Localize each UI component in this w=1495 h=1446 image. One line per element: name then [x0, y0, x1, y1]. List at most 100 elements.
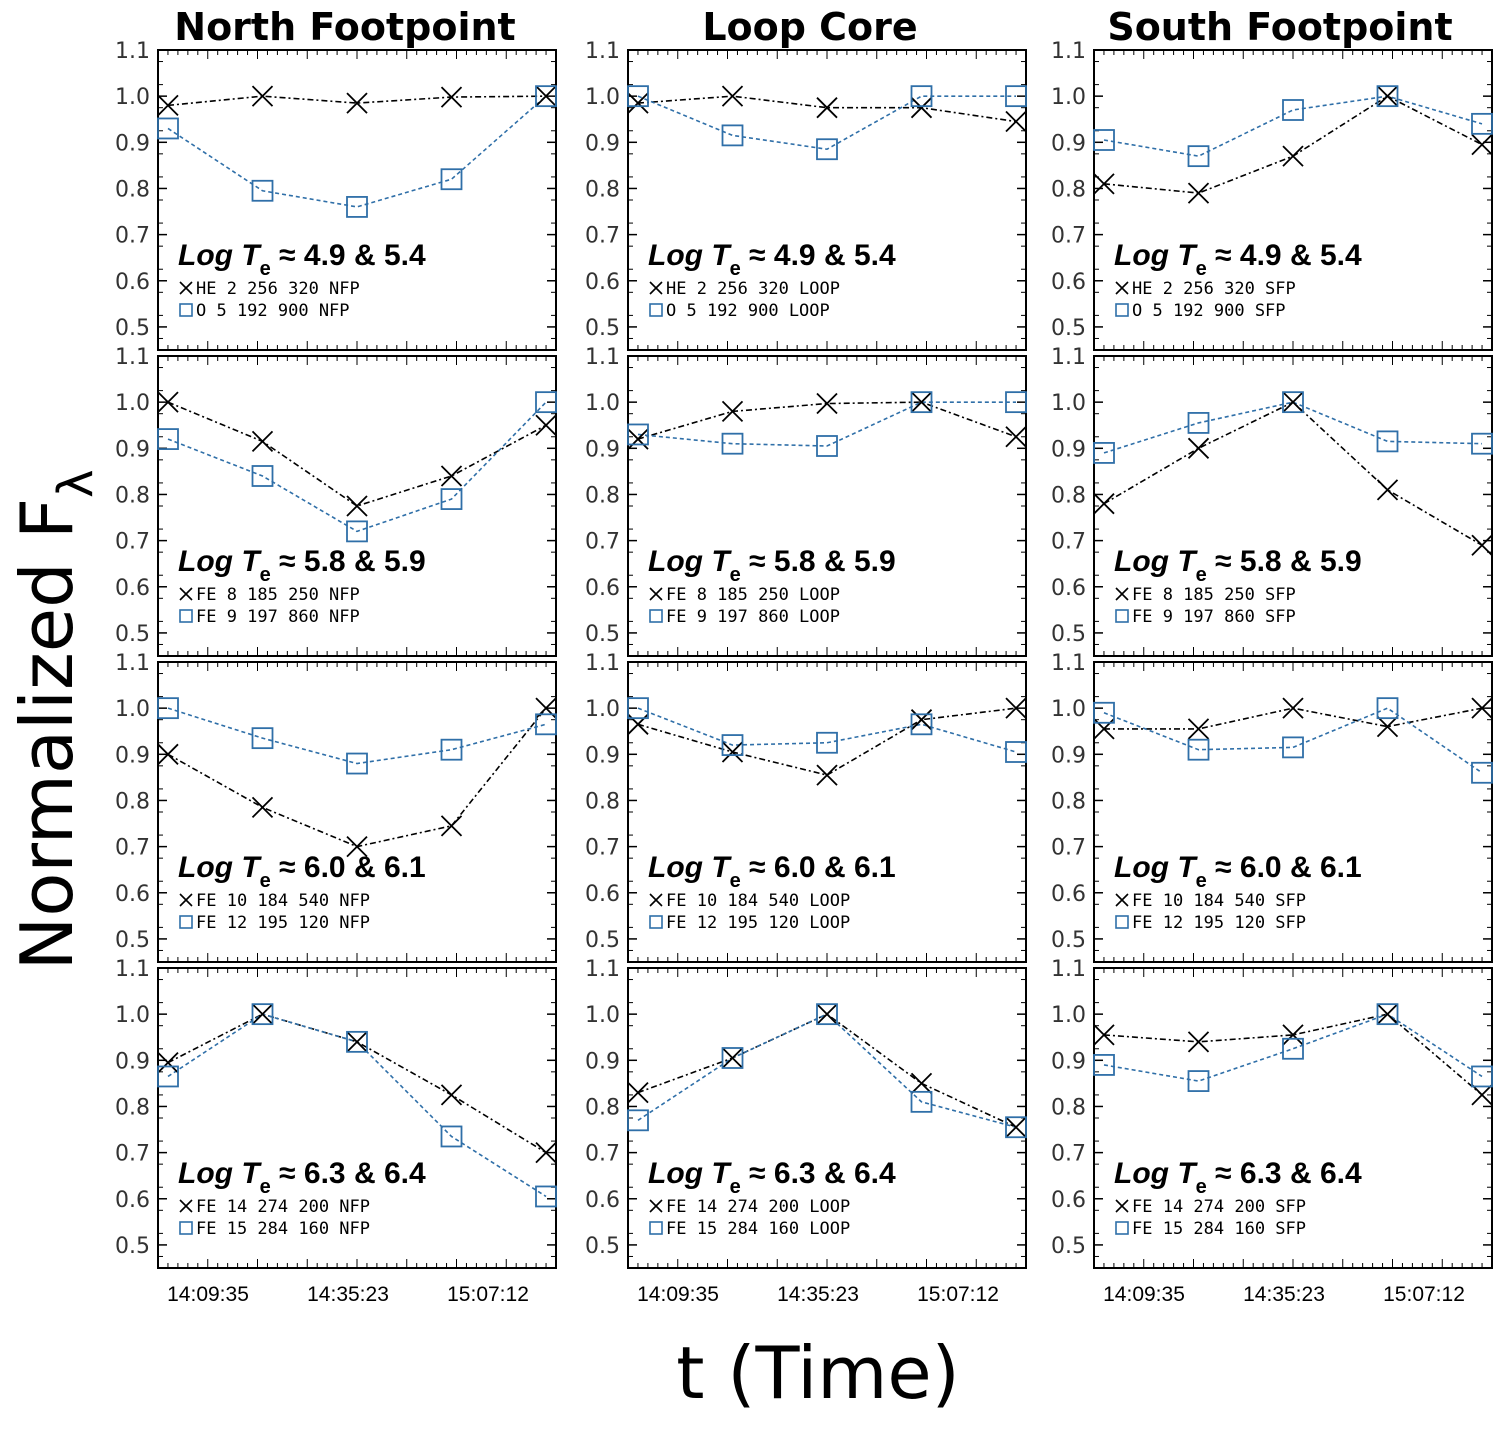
- temperature-label: Log Te ≈ 4.9 & 5.4: [648, 239, 896, 280]
- time-tick-label: 15:07:12: [1383, 1283, 1465, 1306]
- time-tick-label: 14:35:23: [1243, 1283, 1325, 1306]
- temperature-label: Log Te ≈ 4.9 & 5.4: [178, 239, 426, 280]
- y-tick-label: 0.6: [1051, 270, 1086, 295]
- legend-label: O 5 192 900 NFP: [196, 301, 350, 321]
- temperature-label: Log Te ≈ 5.8 & 5.9: [648, 545, 896, 586]
- data-point-x: [251, 85, 274, 107]
- data-point-x: [1187, 182, 1210, 204]
- series-line-black: [167, 401, 547, 507]
- legend-x-marker-icon: [649, 587, 663, 601]
- data-point-square: [1471, 1065, 1493, 1088]
- te-prefix: Log: [178, 239, 241, 272]
- y-tick-label: 0.5: [1051, 622, 1086, 647]
- y-tick-label: 0.6: [1051, 1188, 1086, 1213]
- data-point-square: [251, 179, 274, 202]
- temperature-label: Log Te ≈ 4.9 & 5.4: [1114, 239, 1362, 280]
- legend-label: FE 10 184 540 SFP: [1132, 891, 1306, 911]
- data-point-x: [1282, 697, 1304, 719]
- y-tick-label: 0.7: [115, 1142, 150, 1167]
- data-point-x: [1282, 391, 1304, 413]
- series-line-blue: [637, 401, 1016, 447]
- data-point-x: [721, 741, 744, 763]
- data-point-square: [1282, 736, 1304, 759]
- legend-label: FE 12 195 120 SFP: [1132, 913, 1306, 933]
- data-point-x: [157, 391, 179, 413]
- data-point-square: [1282, 99, 1304, 121]
- te-prefix: Log: [1114, 1157, 1177, 1190]
- y-tick-label: 1.1: [115, 39, 150, 64]
- data-point-square: [910, 85, 933, 108]
- y-tick-label: 0.7: [585, 1142, 620, 1167]
- data-point-square: [251, 465, 274, 487]
- data-point-square: [346, 196, 368, 218]
- te-prefix: Log: [178, 851, 241, 884]
- legend-label: HE 2 256 320 SFP: [1132, 279, 1296, 299]
- data-point-square: [1005, 391, 1027, 414]
- legend-x-marker-icon: [179, 587, 193, 601]
- y-tick-label: 0.8: [585, 177, 620, 202]
- y-tick-label: 0.8: [115, 1095, 150, 1120]
- data-point-square: [346, 520, 368, 543]
- data-point-x: [1282, 145, 1304, 167]
- te-range: ≈ 5.8 & 5.9: [271, 545, 426, 578]
- legend-square-marker-icon: [179, 1221, 193, 1235]
- y-tick-label: 1.0: [585, 697, 620, 722]
- y-tick-label: 1.0: [1051, 391, 1086, 416]
- data-point-x: [816, 97, 838, 119]
- y-tick-label: 0.7: [1051, 530, 1086, 555]
- data-point-square: [251, 727, 274, 750]
- legend-label: FE 14 274 200 LOOP: [666, 1197, 850, 1217]
- legend-x-marker-icon: [179, 893, 193, 907]
- te-prefix: Log: [648, 545, 711, 578]
- data-point-x: [1093, 1024, 1115, 1046]
- y-tick-label: 1.1: [1051, 651, 1086, 676]
- legend-x-marker-icon: [179, 281, 193, 295]
- y-tick-label: 1.0: [115, 85, 150, 110]
- column-title-south-footpoint: South Footpoint: [1107, 5, 1452, 49]
- legend-label: O 5 192 900 SFP: [1132, 301, 1286, 321]
- y-tick-label: 0.6: [585, 270, 620, 295]
- data-point-x: [721, 85, 744, 107]
- legend-label: FE 12 195 120 NFP: [196, 913, 370, 933]
- data-point-x: [910, 1072, 933, 1095]
- data-point-x: [1093, 173, 1115, 195]
- y-tick-label: 1.1: [585, 651, 620, 676]
- y-tick-label: 0.7: [585, 836, 620, 861]
- data-point-square: [440, 738, 463, 761]
- y-tick-label: 0.9: [585, 743, 620, 768]
- time-tick-label: 15:07:12: [917, 1283, 999, 1306]
- time-tick-label: 14:35:23: [307, 1283, 389, 1306]
- y-tick-label: 0.6: [115, 882, 150, 907]
- data-point-square: [1282, 1037, 1304, 1060]
- series-line-blue: [167, 707, 547, 765]
- y-tick-label: 0.8: [115, 177, 150, 202]
- y-tick-label: 0.5: [585, 622, 620, 647]
- legend-square-marker-icon: [649, 303, 663, 317]
- data-point-x: [721, 400, 744, 423]
- data-point-square: [1376, 430, 1399, 453]
- y-tick-label: 1.1: [585, 957, 620, 982]
- y-tick-label: 0.9: [1051, 437, 1086, 462]
- time-tick-label: 14:35:23: [777, 1283, 859, 1306]
- data-point-x: [1187, 437, 1210, 459]
- legend-label: FE 12 195 120 LOOP: [666, 913, 850, 933]
- series-line-blue: [637, 707, 1017, 753]
- legend-square-marker-icon: [179, 609, 193, 623]
- te-range: ≈ 6.0 & 6.1: [741, 851, 896, 884]
- series-line-black: [167, 1013, 547, 1154]
- te-symbol: T: [711, 851, 732, 884]
- y-tick-label: 0.9: [115, 131, 150, 156]
- data-point-x: [816, 764, 838, 786]
- data-point-square: [627, 423, 649, 446]
- data-point-x: [1187, 718, 1210, 740]
- y-tick-label: 1.1: [1051, 345, 1086, 370]
- legend-label: FE 9 197 860 SFP: [1132, 607, 1296, 627]
- data-point-square: [910, 713, 933, 736]
- series-line-blue: [1103, 95, 1483, 157]
- y-tick-label: 0.6: [115, 576, 150, 601]
